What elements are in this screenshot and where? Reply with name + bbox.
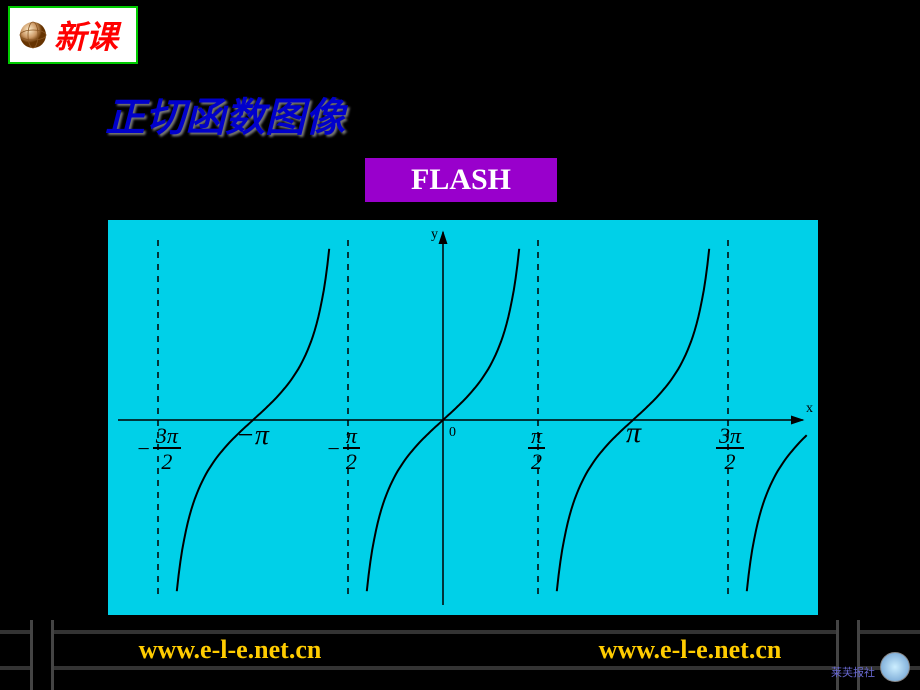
svg-text:0: 0 xyxy=(449,425,456,440)
corner-brand-text: 莱芙报社 xyxy=(831,664,875,680)
page-title: 正切函数图像 xyxy=(105,85,345,143)
pillar-left xyxy=(30,620,54,690)
corner-logo-icon xyxy=(880,652,910,682)
tick-3pi-2: 3π2 xyxy=(716,425,744,473)
svg-text:y: y xyxy=(431,227,438,242)
chart-svg: y x 0 xyxy=(108,220,818,615)
footer-bar: www.e-l-e.net.cn www.e-l-e.net.cn xyxy=(0,630,920,670)
globe-icon xyxy=(18,20,48,50)
tick-neg-3pi-2: − 3π2 xyxy=(136,425,181,473)
footer-link-2[interactable]: www.e-l-e.net.cn xyxy=(599,635,782,665)
svg-text:x: x xyxy=(806,401,813,416)
footer-link-1[interactable]: www.e-l-e.net.cn xyxy=(139,635,322,665)
badge-label: 新课 xyxy=(54,12,118,58)
new-lesson-badge: 新课 xyxy=(8,6,138,64)
tick-neg-pi: −π xyxy=(236,420,269,452)
tangent-chart: y x 0 − 3π2 −π − π2 π2 π 3π2 xyxy=(108,220,818,615)
tick-pi-2: π2 xyxy=(528,425,545,473)
tick-neg-pi-2: − π2 xyxy=(326,425,360,473)
flash-button[interactable]: FLASH xyxy=(365,158,557,202)
tick-pi: π xyxy=(626,416,641,450)
